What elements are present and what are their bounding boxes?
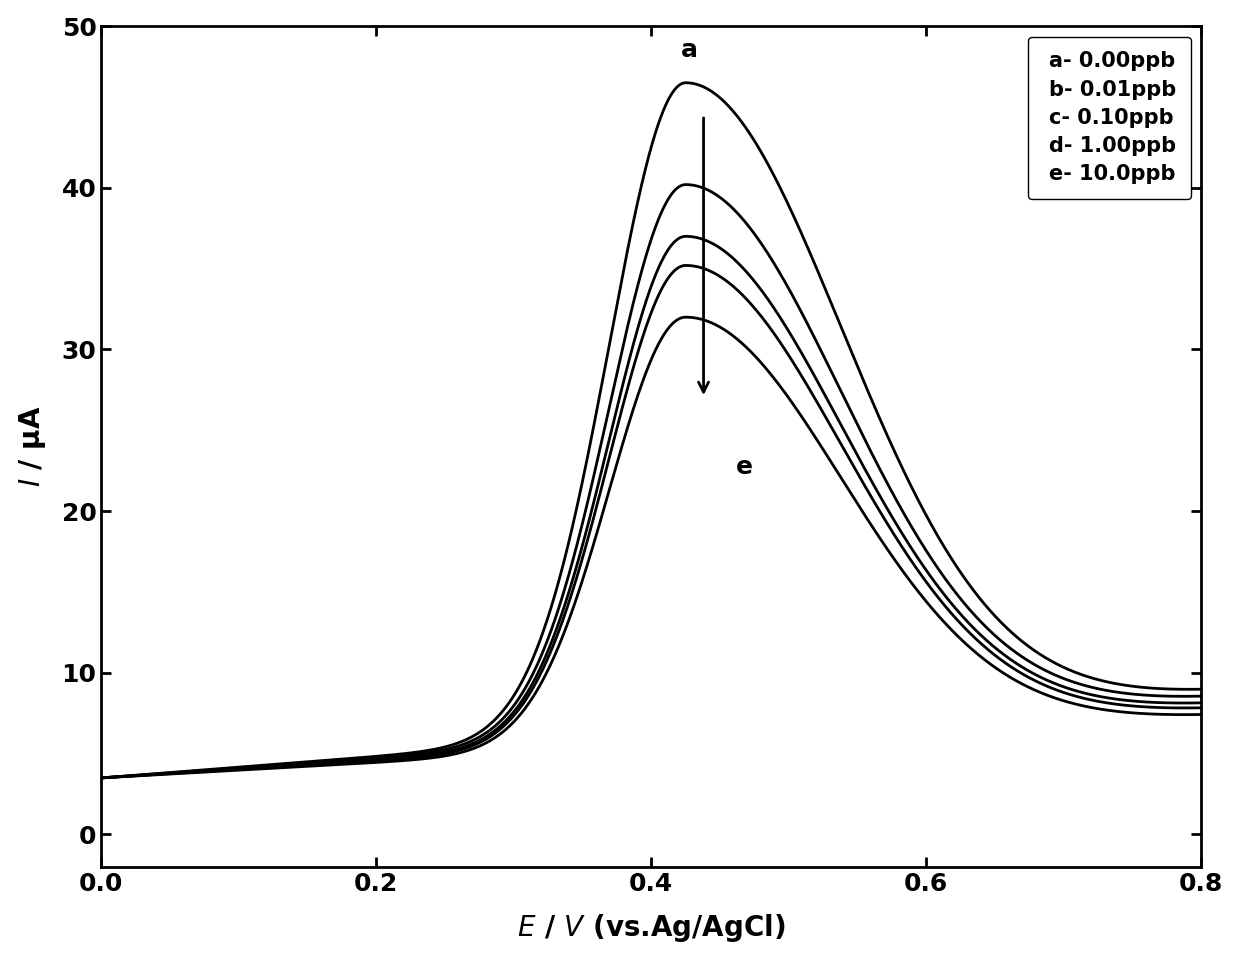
- Y-axis label: $\mathit{I}$ / μA: $\mathit{I}$ / μA: [16, 406, 47, 487]
- Text: a: a: [681, 37, 698, 62]
- X-axis label: $\mathit{E}$ / $\mathit{V}$ (vs.Ag/AgCl): $\mathit{E}$ / $\mathit{V}$ (vs.Ag/AgCl): [517, 912, 786, 945]
- Legend: a- 0.00ppb, b- 0.01ppb, c- 0.10ppb, d- 1.00ppb, e- 10.0ppb: a- 0.00ppb, b- 0.01ppb, c- 0.10ppb, d- 1…: [1028, 37, 1190, 199]
- Text: e: e: [737, 455, 753, 479]
